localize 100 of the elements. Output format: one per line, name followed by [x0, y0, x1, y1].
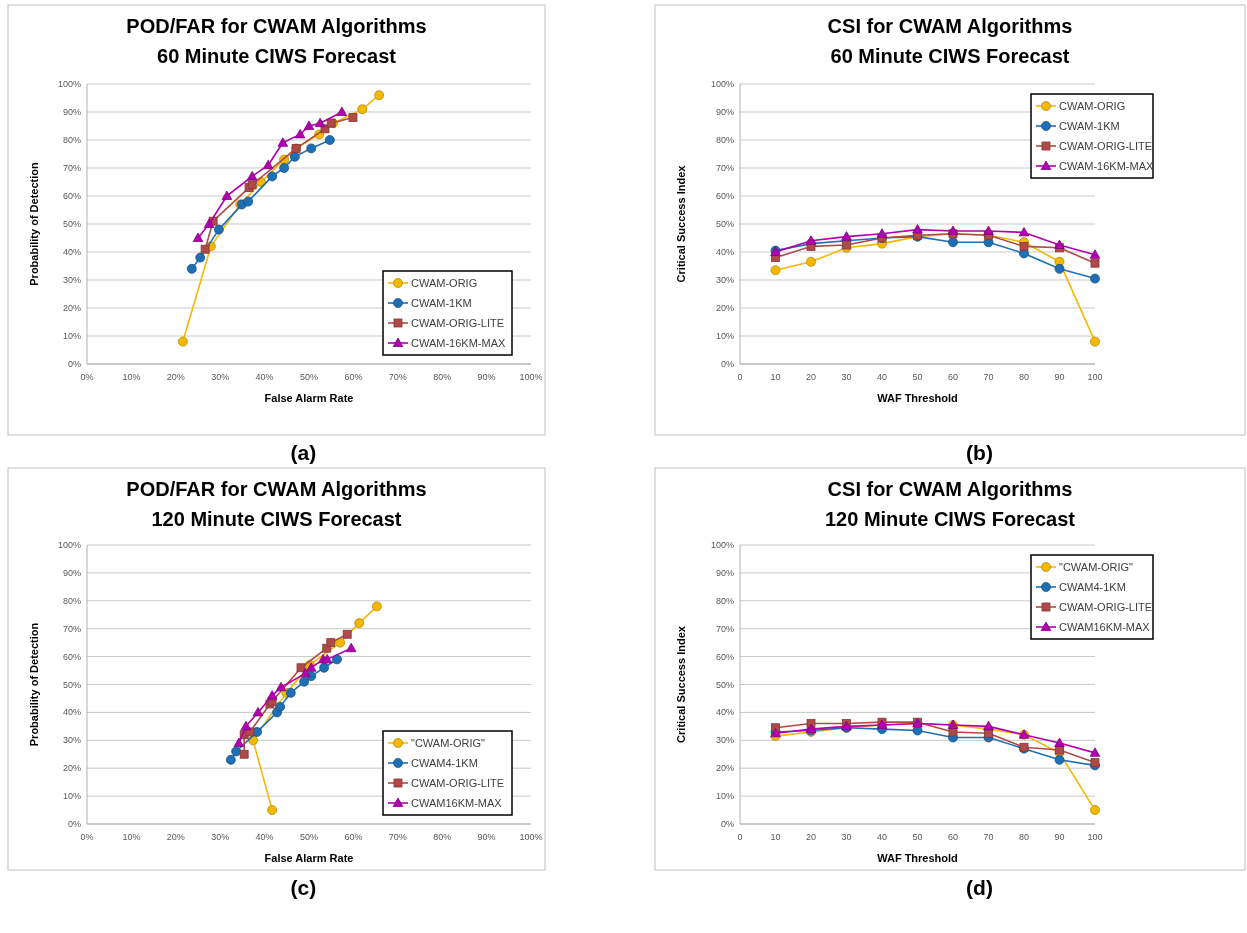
x-tick-label: 90%	[477, 372, 496, 382]
chart-subtitle: 120 Minute CIWS Forecast	[824, 508, 1076, 530]
y-tick-label: 60%	[62, 651, 81, 662]
x-tick-label: 90	[1054, 832, 1065, 842]
text: (c)	[290, 876, 317, 899]
legend-label: CWAM-1KM	[1059, 120, 1120, 132]
x-tick-label: 80	[1018, 372, 1030, 382]
legend-label: CWAM16KM-MAX	[1059, 621, 1151, 633]
chart-title: POD/FAR for CWAM Algorithms	[126, 15, 427, 37]
y-tick-label: 20%	[62, 303, 81, 313]
legend-label: CWAM4-1KM	[1059, 581, 1126, 593]
x-axis-title: False Alarm Rate	[264, 392, 354, 404]
legend-label: CWAM-ORIG-LITE	[1059, 140, 1153, 152]
x-tick-label: 50	[912, 832, 923, 842]
y-tick-label: 10%	[62, 791, 81, 802]
y-tick-label: 90%	[62, 107, 81, 117]
text: (d)	[966, 876, 993, 899]
legend-label: CWAM-ORIG-LITE	[1059, 601, 1153, 613]
x-tick-label: 70%	[388, 372, 407, 382]
x-tick-label: 70	[983, 832, 994, 842]
y-tick-label: 80%	[715, 595, 734, 606]
y-tick-label: 30%	[715, 275, 734, 285]
y-tick-label: 40%	[62, 247, 81, 257]
chart-title: CSI for CWAM Algorithms	[827, 15, 1073, 37]
y-tick-label: 100%	[710, 540, 734, 550]
y-tick-label: 40%	[715, 707, 734, 718]
y-tick-label: 20%	[715, 303, 734, 313]
x-axis-title: WAF Threshold	[877, 392, 958, 404]
y-tick-label: 30%	[62, 735, 81, 746]
y-tick-label: 0%	[67, 359, 81, 369]
x-tick-label: 70%	[388, 832, 407, 842]
y-tick-label: 70%	[62, 163, 81, 173]
y-axis-title: Critical Success Index	[675, 625, 687, 743]
chart-subtitle: 60 Minute CIWS Forecast	[830, 45, 1070, 67]
y-tick-label: 60%	[715, 651, 734, 662]
x-tick-label: 10%	[122, 372, 141, 382]
y-tick-label: 60%	[715, 191, 734, 201]
y-tick-label: 0%	[720, 819, 734, 829]
text: (a)	[290, 441, 317, 464]
x-tick-label: 60	[947, 372, 959, 382]
y-tick-label: 60%	[62, 191, 81, 201]
y-tick-label: 100%	[57, 79, 81, 89]
x-tick-label: 70	[983, 372, 994, 382]
y-tick-label: 30%	[62, 275, 81, 285]
legend-label: "CWAM-ORIG"	[411, 737, 486, 749]
x-tick-label: 0%	[80, 372, 94, 382]
x-tick-label: 30	[841, 372, 852, 382]
y-tick-label: 10%	[715, 331, 734, 341]
x-tick-label: 60%	[344, 832, 363, 842]
legend-label: CWAM-ORIG-LITE	[411, 317, 505, 329]
x-tick-label: 40	[876, 832, 888, 842]
y-tick-label: 50%	[715, 679, 734, 690]
chart-title: POD/FAR for CWAM Algorithms	[126, 478, 427, 500]
x-tick-label: 80	[1018, 832, 1030, 842]
legend-label: CWAM-1KM	[411, 297, 472, 309]
y-tick-label: 10%	[715, 791, 734, 802]
x-tick-label: 90%	[477, 832, 496, 842]
text: (b)	[966, 441, 993, 464]
legend-label: CWAM-ORIG	[411, 277, 478, 289]
y-tick-label: 0%	[67, 819, 81, 829]
y-tick-label: 80%	[715, 135, 734, 145]
y-tick-label: 70%	[715, 623, 734, 634]
y-tick-label: 70%	[715, 163, 734, 173]
legend-label: CWAM-16KM-MAX	[1059, 160, 1154, 172]
x-tick-label: 20%	[166, 372, 185, 382]
x-tick-label: 0	[737, 832, 743, 842]
y-tick-label: 10%	[62, 331, 81, 341]
legend-label: CWAM4-1KM	[411, 757, 478, 769]
y-tick-label: 20%	[715, 763, 734, 774]
chart-subtitle: 120 Minute CIWS Forecast	[151, 508, 402, 530]
y-tick-label: 50%	[62, 679, 81, 690]
y-tick-label: 100%	[710, 79, 734, 89]
y-tick-label: 80%	[62, 135, 81, 145]
y-tick-label: 90%	[715, 107, 734, 117]
x-tick-label: 80%	[433, 832, 452, 842]
x-tick-label: 100%	[519, 372, 543, 382]
x-axis-title: False Alarm Rate	[264, 852, 354, 864]
y-axis-title: Probability of Detection	[28, 162, 40, 286]
y-tick-label: 70%	[62, 623, 81, 634]
y-tick-label: 80%	[62, 595, 81, 606]
x-tick-label: 10%	[122, 832, 141, 842]
x-tick-label: 20%	[166, 832, 185, 842]
x-axis-title: WAF Threshold	[877, 852, 958, 864]
y-tick-label: 40%	[715, 247, 734, 257]
y-tick-label: 50%	[62, 219, 81, 229]
x-tick-label: 60	[947, 832, 959, 842]
x-tick-label: 100	[1087, 372, 1103, 382]
legend-label: CWAM-16KM-MAX	[411, 337, 506, 349]
y-tick-label: 90%	[62, 567, 81, 578]
x-tick-label: 50%	[299, 372, 319, 382]
x-tick-label: 20	[805, 372, 817, 382]
chart-title: CSI for CWAM Algorithms	[827, 478, 1073, 500]
x-tick-label: 80%	[433, 372, 452, 382]
y-tick-label: 30%	[715, 735, 734, 746]
x-tick-label: 20	[805, 832, 817, 842]
y-axis-title: Critical Success Index	[675, 164, 687, 283]
x-tick-label: 30%	[211, 832, 230, 842]
y-axis-title: Probability of Detection	[28, 622, 40, 747]
x-tick-label: 90	[1054, 372, 1065, 382]
x-tick-label: 40	[876, 372, 888, 382]
